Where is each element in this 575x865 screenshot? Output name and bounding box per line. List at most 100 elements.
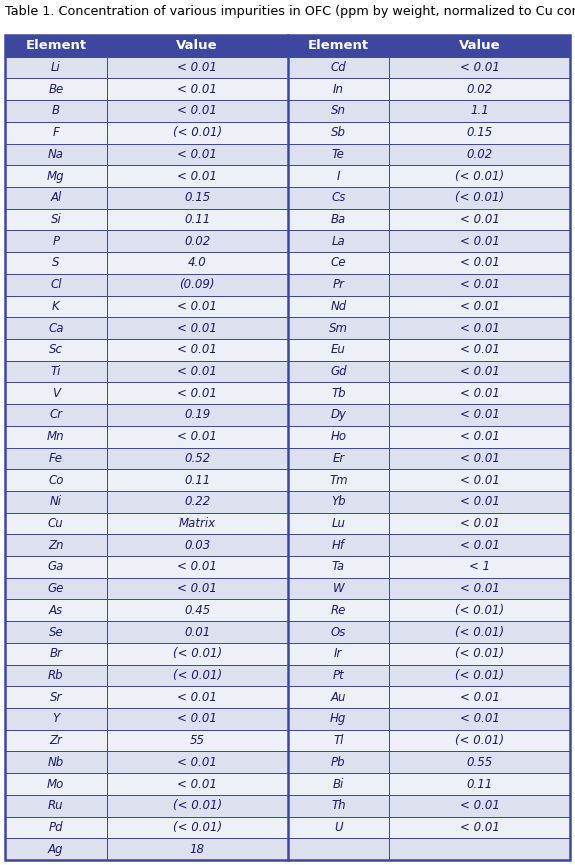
Bar: [389, 382, 570, 404]
Bar: [5, 664, 107, 686]
Text: (0.09): (0.09): [179, 279, 215, 292]
Bar: [5, 730, 107, 752]
Bar: [5, 339, 107, 361]
Text: Eu: Eu: [331, 343, 346, 356]
Bar: [389, 230, 570, 252]
Bar: [389, 35, 570, 57]
Text: < 0.01: < 0.01: [459, 452, 500, 465]
Bar: [288, 361, 389, 382]
Text: Na: Na: [48, 148, 64, 161]
Text: Pd: Pd: [48, 821, 63, 834]
Text: Ge: Ge: [48, 582, 64, 595]
Bar: [288, 447, 389, 469]
Bar: [5, 57, 107, 79]
Bar: [389, 79, 570, 100]
Text: 0.02: 0.02: [184, 234, 210, 247]
Text: Li: Li: [51, 61, 61, 74]
Text: < 0.01: < 0.01: [459, 582, 500, 595]
Text: < 0.01: < 0.01: [459, 821, 500, 834]
Text: Cl: Cl: [50, 279, 62, 292]
Text: Mg: Mg: [47, 170, 64, 183]
Text: Sb: Sb: [331, 126, 346, 139]
Bar: [389, 252, 570, 274]
Text: < 0.01: < 0.01: [459, 234, 500, 247]
Bar: [107, 643, 288, 664]
Bar: [288, 556, 389, 578]
Text: 4.0: 4.0: [187, 256, 206, 270]
Text: 1.1: 1.1: [470, 105, 489, 118]
Bar: [5, 144, 107, 165]
Text: 0.15: 0.15: [466, 126, 493, 139]
Text: Matrix: Matrix: [179, 517, 216, 530]
Bar: [288, 339, 389, 361]
Text: Au: Au: [331, 690, 346, 703]
Bar: [389, 57, 570, 79]
Bar: [107, 599, 288, 621]
Bar: [288, 491, 389, 513]
Bar: [107, 535, 288, 556]
Bar: [389, 100, 570, 122]
Bar: [389, 513, 570, 535]
Text: < 0.01: < 0.01: [177, 61, 217, 74]
Text: < 0.01: < 0.01: [177, 561, 217, 573]
Bar: [5, 317, 107, 339]
Text: Value: Value: [459, 39, 500, 53]
Text: W: W: [332, 582, 344, 595]
Bar: [5, 578, 107, 599]
Bar: [107, 35, 288, 57]
Text: < 0.01: < 0.01: [459, 256, 500, 270]
Bar: [288, 404, 389, 426]
Text: < 0.01: < 0.01: [177, 690, 217, 703]
Text: Dy: Dy: [331, 408, 346, 421]
Text: Tl: Tl: [333, 734, 343, 747]
Bar: [389, 535, 570, 556]
Text: Hf: Hf: [332, 539, 345, 552]
Text: Zr: Zr: [49, 734, 62, 747]
Text: Cr: Cr: [49, 408, 63, 421]
Text: Element: Element: [308, 39, 369, 53]
Text: 0.03: 0.03: [184, 539, 210, 552]
Bar: [389, 752, 570, 773]
Text: (< 0.01): (< 0.01): [455, 734, 504, 747]
Bar: [107, 447, 288, 469]
Text: Se: Se: [48, 625, 63, 638]
Bar: [107, 708, 288, 730]
Text: (< 0.01): (< 0.01): [172, 126, 222, 139]
Bar: [288, 708, 389, 730]
Text: < 0.01: < 0.01: [459, 539, 500, 552]
Text: Cd: Cd: [331, 61, 346, 74]
Text: Br: Br: [49, 647, 62, 660]
Bar: [389, 208, 570, 230]
Bar: [107, 773, 288, 795]
Bar: [288, 100, 389, 122]
Bar: [107, 361, 288, 382]
Bar: [5, 838, 107, 860]
Bar: [288, 817, 389, 838]
Bar: [5, 100, 107, 122]
Text: < 0.01: < 0.01: [459, 61, 500, 74]
Text: < 0.01: < 0.01: [177, 582, 217, 595]
Bar: [389, 317, 570, 339]
Bar: [288, 643, 389, 664]
Bar: [107, 165, 288, 187]
Bar: [107, 252, 288, 274]
Bar: [107, 752, 288, 773]
Bar: [288, 513, 389, 535]
Bar: [107, 491, 288, 513]
Bar: [5, 404, 107, 426]
Bar: [107, 122, 288, 144]
Bar: [389, 165, 570, 187]
Bar: [5, 426, 107, 447]
Bar: [288, 469, 389, 491]
Text: < 0.01: < 0.01: [177, 365, 217, 378]
Bar: [389, 426, 570, 447]
Text: < 0.01: < 0.01: [177, 713, 217, 726]
Bar: [107, 578, 288, 599]
Text: In: In: [333, 83, 344, 96]
Text: < 0.01: < 0.01: [459, 365, 500, 378]
Text: Sm: Sm: [329, 322, 348, 335]
Text: As: As: [49, 604, 63, 617]
Bar: [288, 535, 389, 556]
Bar: [107, 274, 288, 296]
Text: Ga: Ga: [48, 561, 64, 573]
